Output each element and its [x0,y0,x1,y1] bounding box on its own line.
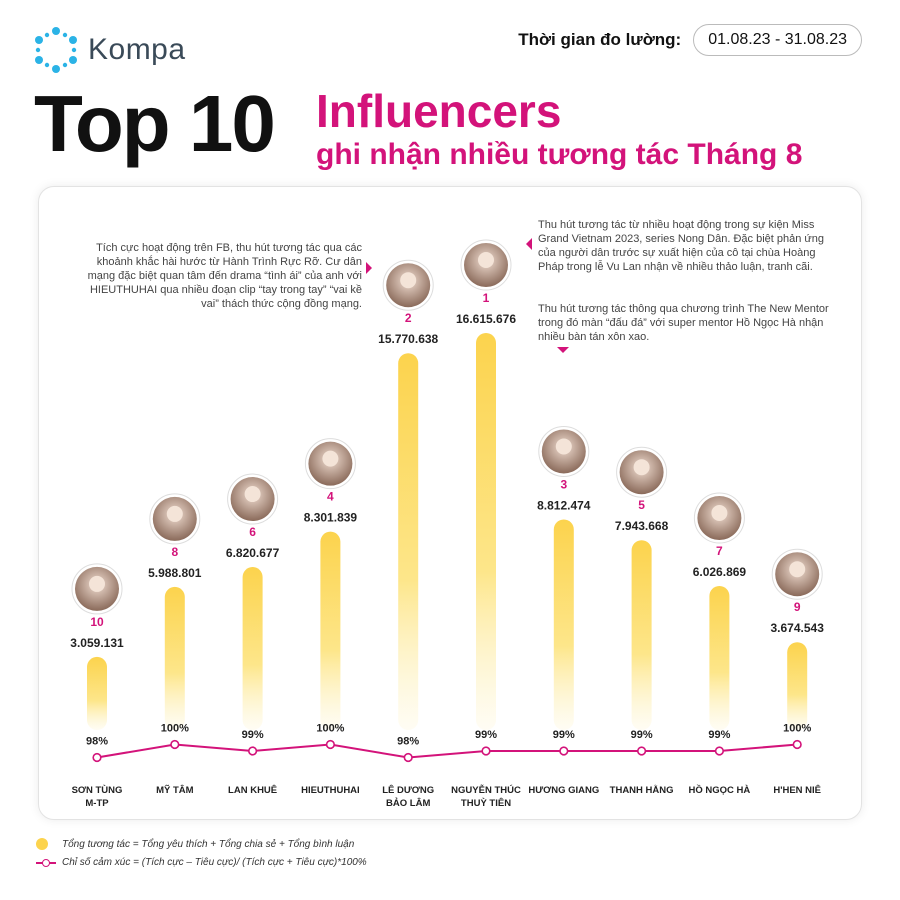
category-label: HỒ NGỌC HÀ [689,784,751,796]
sentiment-point [403,752,413,763]
bar-9 [709,585,730,730]
value-label: 6.820.677 [226,546,280,560]
legend-sentiment-index: Chỉ số cảm xúc = (Tích cực – Tiêu cực)/ … [36,857,367,868]
sentiment-point [792,739,802,750]
category-label: HIEUTHUHAI [301,785,360,796]
sentiment-point [325,739,336,750]
sentiment-label: 99% [631,729,653,741]
value-label: 16.615.676 [456,312,516,326]
category-label: LÊ DƯƠNG [382,784,434,796]
legend-total-interactions: Tổng tương tác = Tổng yêu thích + Tổng c… [36,838,354,850]
bar-7 [553,519,574,730]
sentiment-label: 99% [475,729,497,741]
legend-line-text: Chỉ số cảm xúc = (Tích cực – Tiêu cực)/ … [62,857,367,868]
sentiment-point [170,739,180,750]
rank-label: 6 [249,525,256,539]
value-label: 6.026.869 [693,565,747,579]
bar-1 [87,656,107,730]
rank-label: 1 [483,291,490,305]
avatar-face [166,505,183,522]
avatar-face [244,486,261,503]
sentiment-label: 98% [86,736,108,748]
sentiment-point [559,746,569,756]
bar-10 [787,642,808,730]
category-label: THANH HẰNG [610,785,674,796]
rank-label: 10 [90,615,104,629]
callout-pointer-left [366,262,372,274]
sentiment-point [481,746,491,756]
sentiment-label: 100% [783,723,811,735]
network-nodes-icon [35,27,77,73]
sentiment-label: 99% [708,729,730,741]
sentiment-point [248,746,258,756]
brand-name: Kompa [88,33,186,66]
sentiment-label: 100% [316,723,344,735]
title-subtitle: ghi nhận nhiều tương tác Tháng 8 [316,138,803,171]
category-label: H'HEN NIÊ [773,784,821,796]
bar-8 [631,540,652,730]
category-label: MỸ TÂM [156,784,194,796]
rank-label: 7 [716,544,723,558]
value-label: 8.301.839 [304,511,358,525]
sentiment-label: 98% [397,736,419,748]
bar-5 [398,353,419,730]
sentiment-line [96,743,798,759]
title-highlight: Influencers [316,85,562,137]
category-label: LAN KHUÊ [228,784,277,796]
category-label: BẢO LÂM [386,797,430,809]
bar-4 [320,531,341,730]
note-thuy-tien: Thu hút tương tác từ nhiều hoạt động tro… [538,219,824,273]
rank-label: 8 [171,545,178,559]
value-label: 15.770.638 [378,332,438,346]
avatar-face [89,575,105,592]
legend-bar-swatch [36,838,48,850]
value-label: 8.812.474 [537,498,591,512]
bar-6 [476,333,496,730]
value-label: 3.674.543 [771,621,825,635]
rank-label: 5 [638,498,645,512]
category-label: M-TP [85,798,109,809]
avatar-face [322,450,339,467]
value-label: 3.059.131 [70,636,124,650]
category-label: NGUYỄN THÚC [451,784,521,796]
bar-3 [242,567,263,730]
sentiment-point [636,746,647,756]
sentiment-point [714,746,725,756]
rank-label: 3 [560,477,567,491]
avatar-face [711,504,728,521]
measurement-period: Thời gian đo lường: 01.08.23 - 31.08.23 [518,24,862,56]
avatar-face [555,438,572,455]
value-label: 7.943.668 [615,519,669,533]
sentiment-label: 99% [553,729,575,741]
period-value: 01.08.23 - 31.08.23 [693,24,862,56]
callout-pointer-right-bottom [557,347,569,353]
category-label: SƠN TÙNG [72,784,123,796]
category-label: THUỲ TIÊN [461,797,511,809]
category-label: HƯƠNG GIANG [528,785,599,796]
rank-label: 2 [405,311,412,325]
avatar-face [789,561,806,578]
value-label: 5.988.801 [148,566,202,580]
sentiment-label: 99% [242,729,264,741]
legend-line-swatch [36,858,56,868]
avatar-face [633,459,650,476]
title-main: Top 10 [34,79,276,168]
sentiment-point [92,752,102,763]
note-huong-giang: Thu hút tương tác thông qua chương trình… [538,303,829,343]
note-le-duong-bao-lam: Tích cực hoạt động trên FB, thu hút tươn… [87,242,362,310]
kompa-logo: Kompa [32,26,186,74]
callout-pointer-right-top [526,238,532,250]
bar-2 [164,586,185,730]
avatar-face [478,252,494,268]
period-label: Thời gian đo lường: [518,30,682,49]
sentiment-label: 100% [161,723,189,735]
rank-label: 4 [327,490,334,504]
legend-bar-text: Tổng tương tác = Tổng yêu thích + Tổng c… [62,838,355,850]
rank-label: 9 [794,600,801,614]
avatar-face [400,272,417,289]
